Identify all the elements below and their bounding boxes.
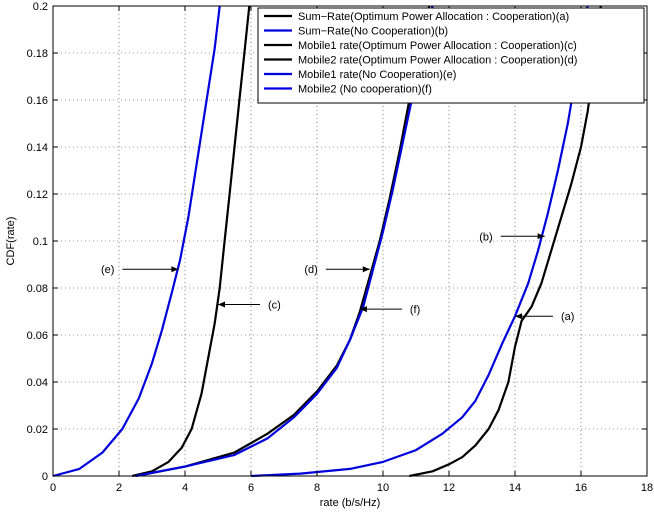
annotation-label: (a) <box>561 311 574 323</box>
legend-entry: Mobile1 rate(No Cooperation)(e) <box>298 69 456 81</box>
x-tick-label: 10 <box>377 482 389 494</box>
annotation-arrow-head <box>515 313 522 320</box>
series-line-2 <box>131 5 251 478</box>
annotations: (a) (b) (c) (d) (e) (f) <box>101 231 575 323</box>
legend: Sum−Rate(Optimum Power Allocation : Coop… <box>257 7 645 104</box>
legend-entry: Sum−Rate(Optimum Power Allocation : Coop… <box>298 11 569 23</box>
axis-ticks: 0 2 4 6 8 10 12 14 16 18 0 0.02 0.04 0.06 0.08 0.1 0.12 0… <box>27 1 654 494</box>
y-tick-label: 0.08 <box>27 283 48 295</box>
legend-entry: Sum−Rate(No Cooperation)(b) <box>298 26 448 38</box>
legend-entry: Mobile2 (No cooperation)(f) <box>298 84 432 96</box>
y-tick-label: 0.18 <box>27 48 48 60</box>
x-tick-label: 2 <box>116 482 122 494</box>
series-line-0 <box>409 5 602 478</box>
legend-entry: Mobile1 rate(Optimum Power Allocation : … <box>298 40 577 52</box>
annotation-label: (c) <box>268 299 281 311</box>
y-tick-label: 0.2 <box>33 1 48 13</box>
y-axis-label: CDF(rate) <box>5 217 17 266</box>
annotation-arrow-head <box>537 233 545 240</box>
x-tick-label: 0 <box>50 482 56 494</box>
annotation-arrow-head <box>171 266 179 273</box>
annotation-label: (d) <box>304 264 317 276</box>
annotation-arrow-head <box>218 301 225 308</box>
annotation-label: (b) <box>479 231 492 243</box>
y-tick-label: 0.1 <box>33 236 48 248</box>
x-tick-label: 6 <box>248 482 254 494</box>
annotation-arrow-head <box>359 306 367 313</box>
y-tick-label: 0.12 <box>27 189 48 201</box>
x-tick-label: 18 <box>641 482 653 494</box>
annotation-arrow-head <box>362 266 370 273</box>
annotation-label: (f) <box>410 304 420 316</box>
x-tick-label: 4 <box>182 482 188 494</box>
y-tick-label: 0 <box>42 471 48 483</box>
y-tick-label: 0.04 <box>27 377 48 389</box>
legend-box <box>257 7 645 104</box>
x-tick-label: 12 <box>443 482 455 494</box>
y-tick-label: 0.16 <box>27 95 48 107</box>
series-line-5 <box>135 5 434 478</box>
series-lines <box>52 5 602 478</box>
x-axis-label: rate (b/s/Hz) <box>320 497 381 509</box>
x-tick-label: 14 <box>509 482 521 494</box>
legend-entry: Mobile2 rate(Optimum Power Allocation : … <box>298 55 577 67</box>
series-line-4 <box>52 5 221 478</box>
x-tick-label: 8 <box>314 482 320 494</box>
x-tick-label: 16 <box>575 482 587 494</box>
y-tick-label: 0.06 <box>27 330 48 342</box>
annotation-label: (e) <box>101 264 114 276</box>
series-line-1 <box>250 5 589 478</box>
y-tick-label: 0.02 <box>27 424 48 436</box>
y-tick-label: 0.14 <box>27 142 48 154</box>
